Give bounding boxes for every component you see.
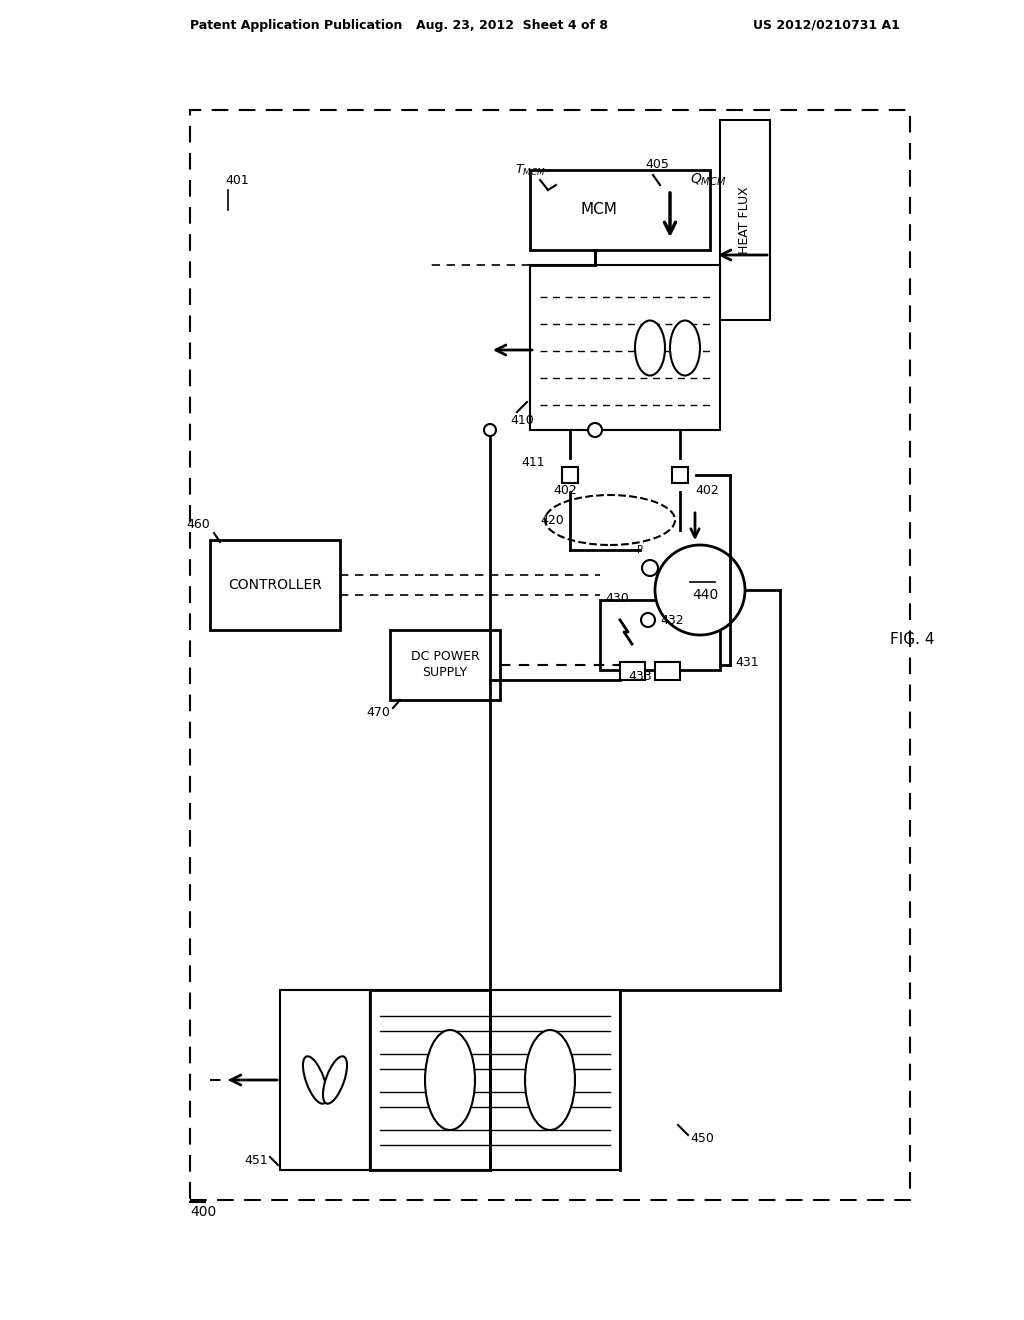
Ellipse shape (303, 1056, 327, 1104)
Text: Aug. 23, 2012  Sheet 4 of 8: Aug. 23, 2012 Sheet 4 of 8 (416, 18, 608, 32)
Text: T: T (645, 614, 651, 624)
FancyBboxPatch shape (280, 990, 370, 1170)
Text: MCM: MCM (580, 202, 616, 218)
Text: 405: 405 (645, 158, 669, 172)
Text: US 2012/0210731 A1: US 2012/0210731 A1 (753, 18, 900, 32)
Text: 401: 401 (225, 173, 249, 186)
Circle shape (641, 612, 655, 627)
FancyBboxPatch shape (530, 265, 720, 430)
Text: 450: 450 (690, 1131, 714, 1144)
FancyBboxPatch shape (600, 601, 720, 671)
FancyBboxPatch shape (390, 630, 500, 700)
Text: 430: 430 (605, 591, 629, 605)
Text: 433: 433 (628, 671, 652, 684)
Text: 432: 432 (660, 614, 684, 627)
Text: CONTROLLER: CONTROLLER (228, 578, 322, 591)
Text: FIG. 4: FIG. 4 (890, 632, 935, 648)
Text: SUPPLY: SUPPLY (423, 667, 468, 680)
Text: DC POWER: DC POWER (411, 651, 479, 664)
Text: 410: 410 (510, 413, 534, 426)
Text: 451: 451 (245, 1154, 268, 1167)
Text: 431: 431 (735, 656, 759, 668)
Bar (190, 110, 910, 1200)
FancyBboxPatch shape (720, 120, 770, 319)
Text: 402: 402 (695, 483, 719, 496)
Circle shape (642, 560, 658, 576)
Text: 400: 400 (190, 1205, 216, 1218)
Circle shape (588, 422, 602, 437)
Text: 402: 402 (553, 483, 577, 496)
FancyBboxPatch shape (655, 663, 680, 680)
Text: 440: 440 (692, 587, 718, 602)
FancyBboxPatch shape (370, 990, 620, 1170)
FancyBboxPatch shape (620, 663, 645, 680)
Ellipse shape (525, 1030, 575, 1130)
FancyBboxPatch shape (562, 467, 578, 483)
Text: 411: 411 (521, 455, 545, 469)
FancyBboxPatch shape (530, 170, 710, 249)
Text: $T_{MCM}$: $T_{MCM}$ (515, 162, 546, 178)
Ellipse shape (545, 495, 675, 545)
Text: $Q_{MCM}$: $Q_{MCM}$ (690, 172, 726, 189)
Ellipse shape (635, 321, 665, 375)
Text: P: P (637, 545, 643, 554)
Text: 420: 420 (540, 513, 564, 527)
Text: 460: 460 (186, 519, 210, 532)
Text: Patent Application Publication: Patent Application Publication (190, 18, 402, 32)
Ellipse shape (425, 1030, 475, 1130)
FancyBboxPatch shape (210, 540, 340, 630)
Circle shape (484, 424, 496, 436)
Ellipse shape (323, 1056, 347, 1104)
Circle shape (655, 545, 745, 635)
FancyBboxPatch shape (672, 467, 688, 483)
Text: P: P (647, 562, 653, 572)
Text: HEAT FLUX: HEAT FLUX (738, 186, 752, 253)
Ellipse shape (670, 321, 700, 375)
Text: 470: 470 (367, 705, 390, 718)
